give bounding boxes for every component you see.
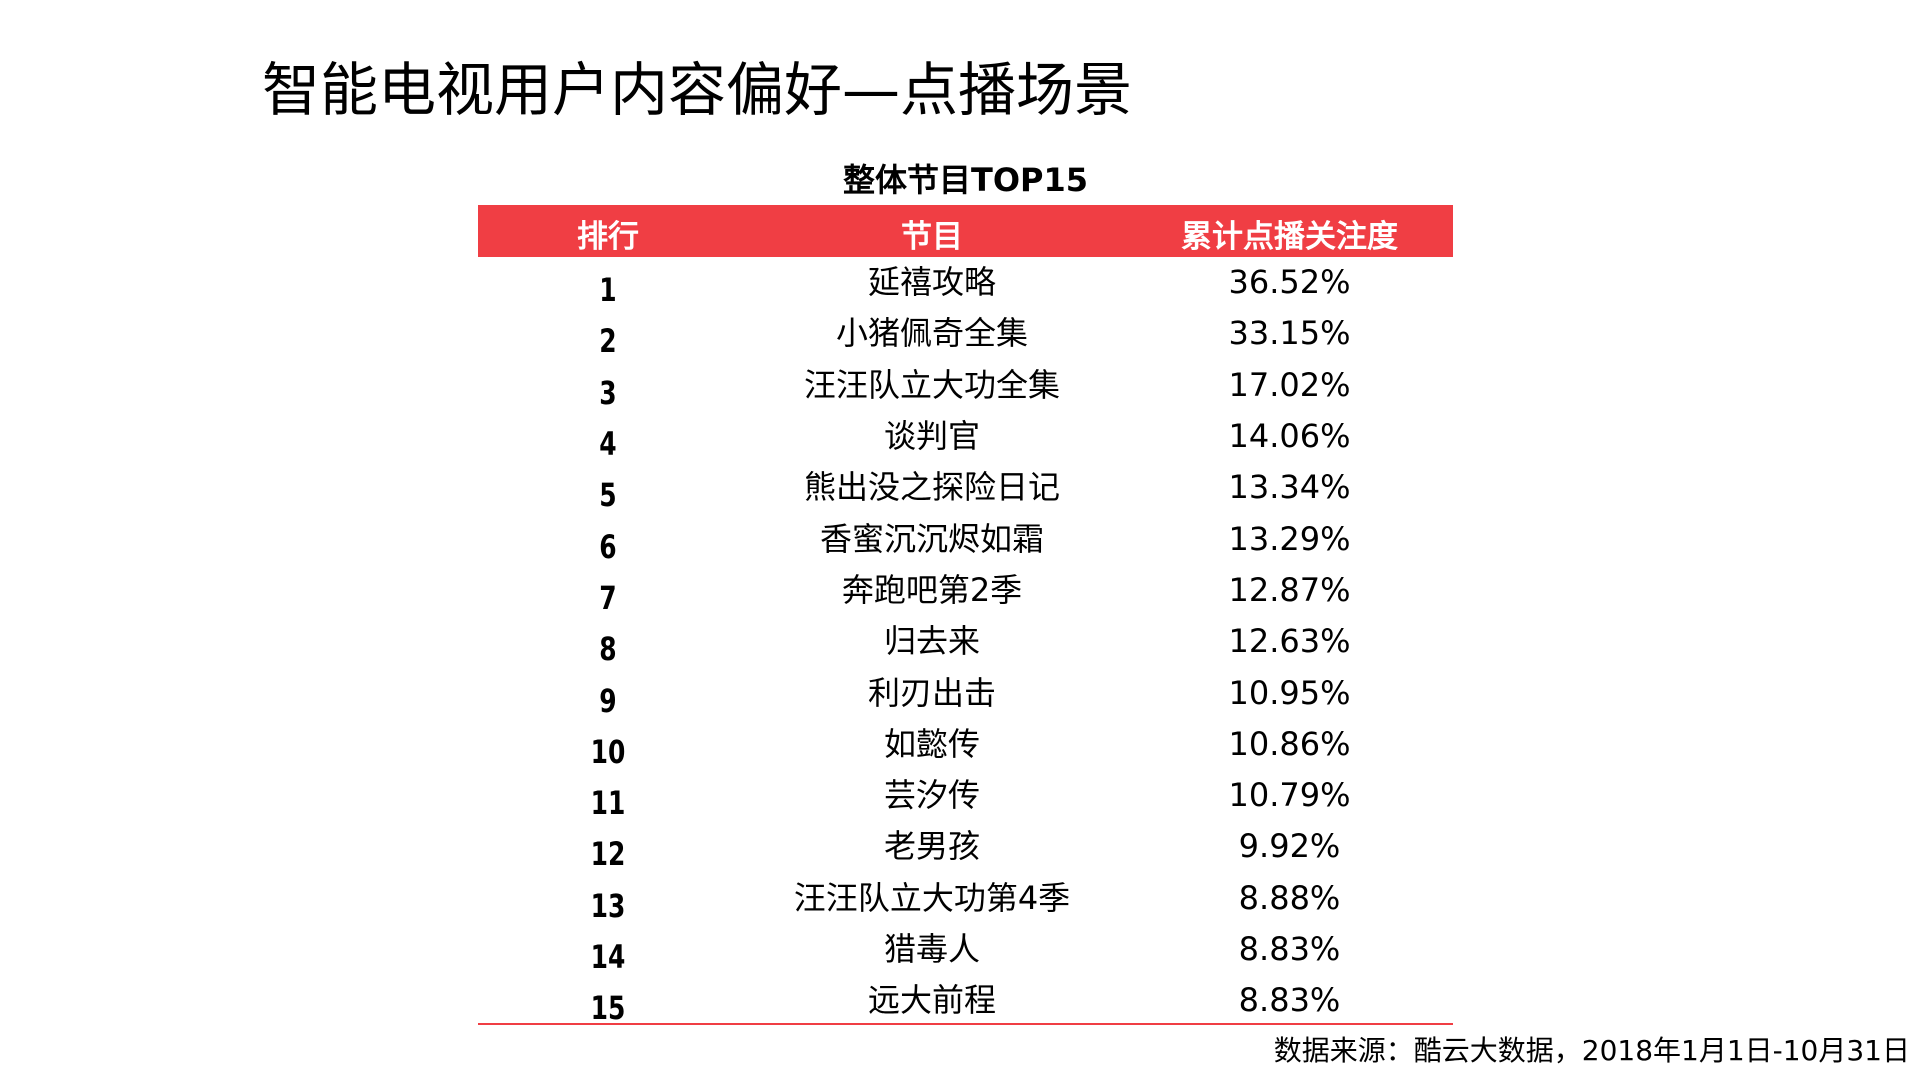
program-cell: 小猪佩奇全集 [835, 314, 1028, 353]
program-cell: 熊出没之探险日记 [803, 468, 1060, 507]
value-cell: 8.83% [1238, 930, 1341, 968]
program-cell: 归去来 [883, 622, 980, 661]
table-row: 9 利刃出击 10.95% [478, 667, 1453, 720]
rank-cell: 13 [590, 886, 626, 925]
program-cell: 谈判官 [883, 417, 980, 456]
rank-cell: 9 [599, 681, 617, 720]
value-cell: 9.92% [1238, 827, 1341, 866]
program-cell: 汪汪队立大功全集 [803, 365, 1060, 404]
value-cell: 10.86% [1228, 724, 1351, 763]
table-row: 14 猎毒人 8.83% [478, 924, 1453, 976]
value-cell: 10.79% [1228, 776, 1351, 815]
table-row: 3 汪汪队立大功全集 17.02% [478, 360, 1453, 412]
rank-cell: 11 [590, 784, 626, 823]
header-rank: 排行 [577, 219, 639, 255]
value-cell: 13.29% [1228, 519, 1351, 558]
source-note: 数据来源：酷云大数据，2018年1月1日-10月31日 [1273, 1034, 1910, 1067]
page-title: 智能电视用户内容偏好—点播场景 [262, 56, 1133, 124]
program-cell: 远大前程 [867, 981, 996, 1020]
value-cell: 33.15% [1228, 314, 1351, 353]
rank-cell: 3 [599, 373, 617, 412]
program-cell: 延禧攻略 [867, 263, 996, 302]
value-cell: 8.88% [1238, 878, 1341, 917]
value-cell: 14.06% [1228, 417, 1351, 456]
table-row: 4 谈判官 14.06% [478, 411, 1453, 464]
program-cell: 奔跑吧第2季 [841, 570, 1023, 609]
table-header-row: 排行 节目 累计点播关注度 [478, 205, 1453, 257]
table-bottom-rule [478, 1023, 1453, 1025]
value-cell: 8.83% [1238, 981, 1341, 1020]
rank-cell: 15 [590, 989, 626, 1028]
program-cell: 如懿传 [883, 724, 980, 763]
program-cell: 猎毒人 [883, 930, 980, 968]
rank-cell: 2 [599, 322, 617, 361]
table-row: 15 远大前程 8.83% [478, 975, 1453, 1028]
value-cell: 36.52% [1228, 263, 1351, 302]
value-cell: 17.02% [1228, 365, 1351, 404]
table-row: 7 奔跑吧第2季 12.87% [478, 565, 1453, 617]
table-row: 13 汪汪队立大功第4季 8.88% [478, 873, 1453, 925]
rank-cell: 10 [590, 732, 626, 771]
program-cell: 汪汪队立大功第4季 [793, 878, 1071, 917]
value-cell: 12.87% [1228, 570, 1351, 609]
table-row: 11 芸汐传 10.79% [478, 770, 1453, 823]
program-cell: 老男孩 [883, 827, 980, 866]
rank-cell: 7 [599, 578, 617, 617]
value-cell: 13.34% [1228, 468, 1351, 507]
table-row: 8 归去来 12.63% [478, 616, 1453, 669]
program-cell: 利刃出击 [867, 673, 996, 712]
program-cell: 芸汐传 [883, 776, 980, 815]
table-title: 整体节目TOP15 [842, 161, 1089, 199]
rank-cell: 6 [599, 527, 617, 566]
table-row: 12 老男孩 9.92% [478, 821, 1453, 874]
header-program: 节目 [901, 219, 963, 255]
rank-cell: 8 [599, 630, 617, 669]
table-row: 1 延禧攻略 36.52% [478, 257, 1453, 310]
value-cell: 10.95% [1228, 673, 1351, 712]
table-row: 6 香蜜沉沉烬如霜 13.29% [478, 513, 1453, 566]
header-value: 累计点播关注度 [1181, 219, 1398, 255]
rank-cell: 5 [599, 476, 617, 515]
table-row: 5 熊出没之探险日记 13.34% [478, 462, 1453, 515]
rank-cell: 4 [599, 425, 617, 464]
table-row: 10 如懿传 10.86% [478, 719, 1453, 771]
rank-cell: 1 [599, 271, 617, 310]
table-body: 1 延禧攻略 36.52% 2 小猪佩奇全集 33.15% 3 汪汪队立大功全集 17.02% 4… [478, 257, 1453, 1028]
ranking-table: 排行 节目 累计点播关注度 1 延禧攻略 36.52% 2 小猪佩奇全集 33.15% 3 汪… [478, 205, 1453, 1028]
value-cell: 12.63% [1228, 622, 1351, 661]
rank-cell: 12 [590, 835, 626, 874]
table-row: 2 小猪佩奇全集 33.15% [478, 308, 1453, 361]
rank-cell: 14 [590, 938, 626, 976]
program-cell: 香蜜沉沉烬如霜 [819, 519, 1044, 558]
